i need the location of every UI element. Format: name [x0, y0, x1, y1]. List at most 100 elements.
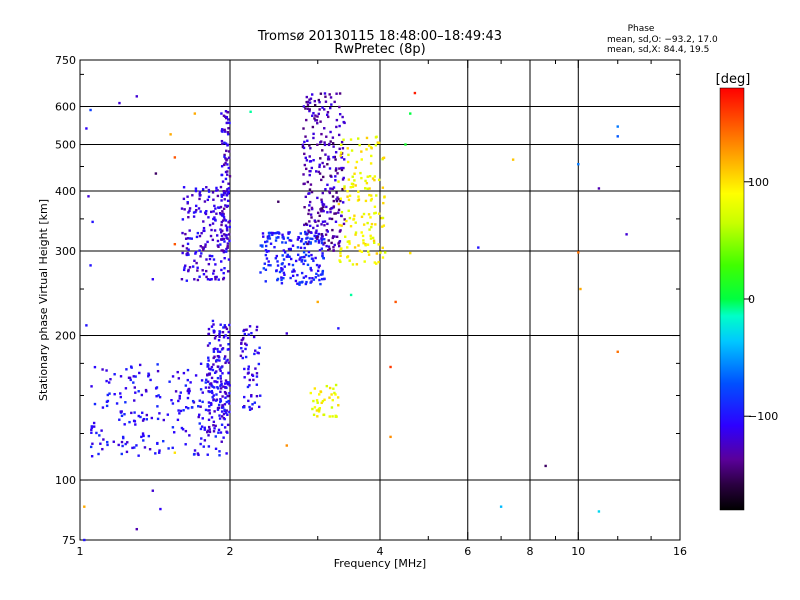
echo-point: [357, 244, 360, 247]
echo-point: [120, 410, 123, 413]
echo-point: [224, 326, 227, 329]
echo-point: [312, 158, 315, 162]
echo-point: [139, 415, 142, 419]
echo-point: [221, 142, 224, 146]
echo-point: [379, 251, 382, 254]
echo-point: [357, 190, 360, 193]
echo-point: [313, 99, 317, 103]
echo-point: [377, 178, 381, 182]
noise-point: [477, 246, 480, 249]
echo-point: [211, 396, 214, 399]
echo-point: [167, 447, 170, 450]
echo-point: [280, 262, 284, 266]
echo-point: [182, 268, 186, 272]
echo-point: [211, 391, 214, 395]
echo-point: [366, 175, 369, 178]
echo-point: [305, 100, 308, 104]
echo-point: [194, 210, 197, 214]
echo-point: [221, 395, 224, 398]
echo-point: [352, 218, 355, 221]
echo-point: [309, 241, 312, 244]
echo-point: [221, 213, 224, 216]
echo-point: [171, 402, 175, 405]
echo-point: [105, 404, 109, 408]
echo-point: [224, 110, 228, 113]
echo-point: [187, 211, 190, 214]
echo-point: [155, 386, 159, 389]
echo-point: [129, 365, 133, 368]
echo-point: [211, 368, 215, 372]
echo-point: [274, 239, 278, 242]
echo-point: [327, 115, 330, 119]
echo-point: [212, 272, 215, 275]
echo-point: [241, 356, 244, 360]
echo-point: [90, 385, 93, 388]
echo-point: [308, 192, 311, 195]
echo-point: [214, 380, 217, 383]
echo-point: [339, 199, 342, 203]
echo-point: [367, 250, 370, 253]
echo-point: [276, 277, 280, 281]
echo-point: [312, 136, 315, 140]
echo-point: [277, 231, 280, 234]
echo-point: [225, 380, 228, 384]
echo-point: [381, 225, 384, 228]
echo-point: [337, 244, 341, 248]
echo-point: [303, 223, 306, 227]
echo-point: [200, 232, 203, 235]
echo-point: [282, 271, 286, 275]
echo-point: [255, 325, 259, 329]
echo-point: [312, 259, 315, 263]
echo-point: [332, 249, 335, 252]
echo-point: [311, 237, 314, 241]
echo-point: [317, 241, 321, 244]
echo-point: [339, 197, 342, 200]
echo-point: [219, 231, 223, 234]
echo-point: [208, 430, 212, 434]
echo-point: [177, 399, 180, 403]
x-tick-label: 2: [227, 545, 234, 558]
echo-point: [122, 436, 125, 440]
echo-point: [323, 224, 326, 227]
echo-point: [346, 240, 350, 243]
echo-point: [227, 347, 231, 351]
echo-point: [215, 393, 218, 396]
echo-point: [130, 411, 133, 415]
echo-point: [289, 276, 292, 280]
echo-point: [370, 147, 373, 150]
echo-point: [89, 445, 93, 449]
echo-point: [208, 223, 212, 227]
echo-point: [316, 211, 320, 215]
echo-point: [321, 161, 324, 165]
echo-point: [318, 172, 322, 175]
echo-point: [318, 100, 321, 104]
echo-point: [294, 259, 298, 263]
echo-point: [219, 323, 222, 326]
echo-point: [306, 100, 310, 104]
echo-point: [306, 242, 309, 246]
echo-point: [207, 367, 211, 370]
echo-point: [202, 226, 206, 230]
echo-point: [246, 385, 250, 389]
echo-point: [207, 445, 211, 448]
echo-point: [307, 240, 311, 243]
y-axis-label: Stationary phase Virtual Height [km]: [37, 199, 50, 401]
echo-point: [184, 384, 188, 387]
echo-point: [224, 392, 228, 395]
echo-point: [108, 392, 111, 395]
noise-point: [579, 287, 582, 291]
echo-point: [204, 381, 207, 384]
echo-point: [212, 356, 215, 360]
echo-point: [98, 434, 101, 437]
echo-point: [188, 389, 191, 393]
echo-point: [281, 236, 284, 239]
echo-point: [183, 266, 186, 269]
echo-point: [91, 442, 94, 445]
echo-point: [339, 251, 342, 255]
noise-point: [285, 444, 288, 447]
echo-point: [316, 415, 319, 418]
echo-point: [227, 382, 230, 386]
echo-point: [244, 347, 247, 351]
echo-point: [337, 133, 341, 137]
echo-point: [208, 428, 211, 431]
